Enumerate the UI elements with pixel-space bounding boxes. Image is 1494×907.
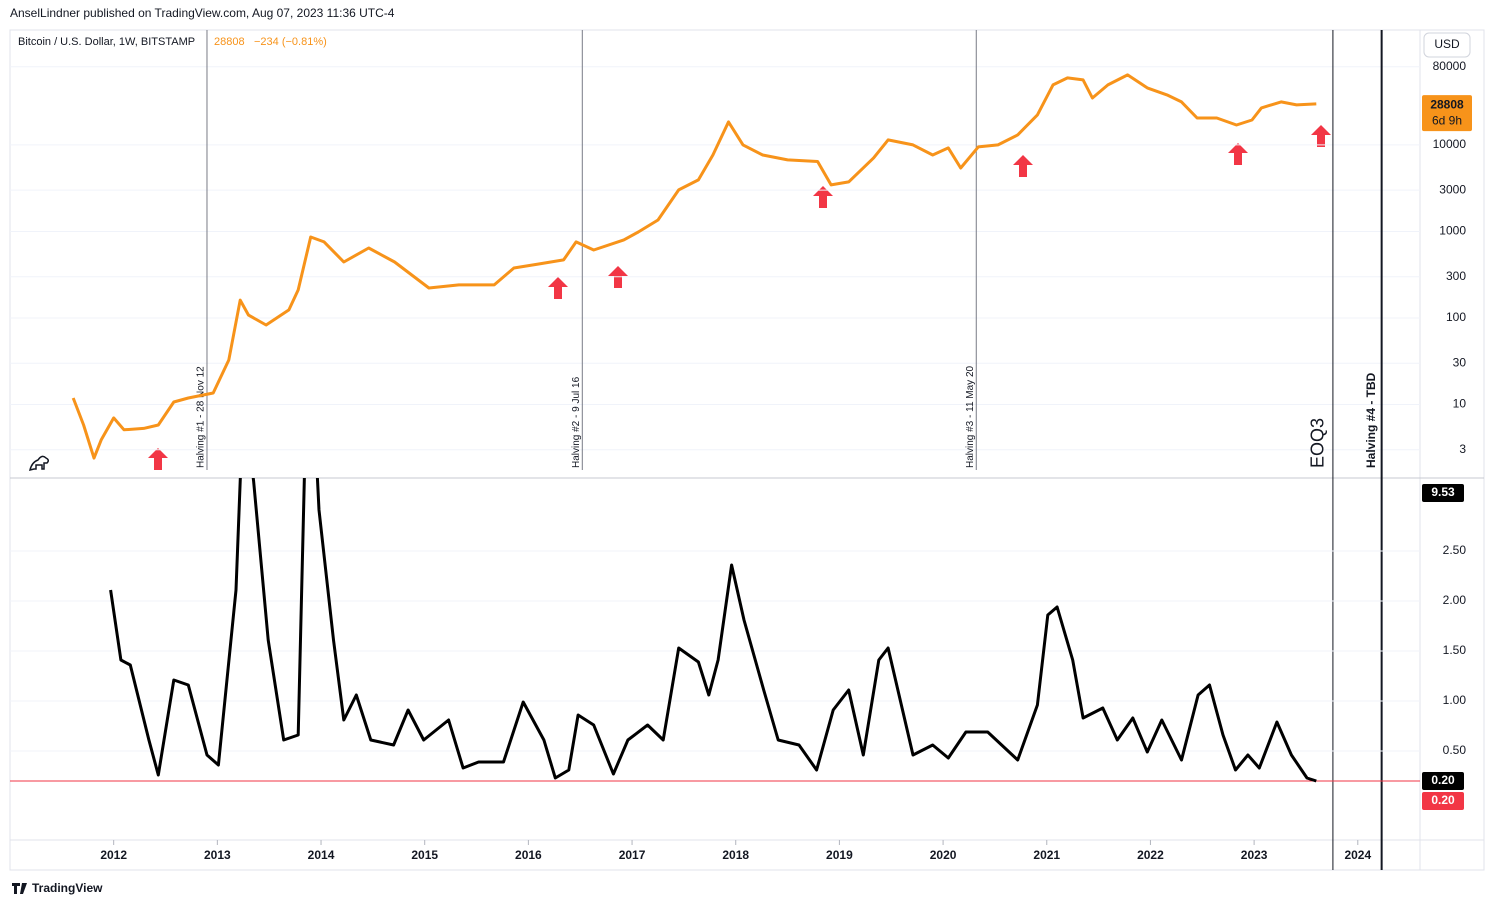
arrow-marker	[548, 277, 568, 299]
max-tag-label: 9.53	[1431, 485, 1455, 499]
y-tick-label: 3	[1459, 442, 1466, 456]
last-value-label: 0.20	[1431, 773, 1455, 787]
arrow-marker	[1013, 155, 1033, 177]
y-tick-label: 300	[1446, 269, 1466, 283]
price-tag	[1422, 95, 1472, 132]
y-tick-label: 1.50	[1443, 643, 1467, 657]
x-tick-label: 2023	[1241, 848, 1268, 862]
price-tag-countdown: 6d 9h	[1432, 113, 1462, 127]
y-tick-label: 3000	[1439, 182, 1466, 196]
legend-price: 28808	[214, 36, 245, 48]
price-tag-value: 28808	[1430, 97, 1464, 111]
hline-tag	[1422, 792, 1464, 810]
arrow-marker	[148, 448, 168, 470]
vertical-line-label: Halving #4 - TBD	[1364, 372, 1378, 468]
x-tick-label: 2014	[308, 848, 335, 862]
logo-icon	[28, 455, 50, 472]
arrow-markers	[148, 125, 1331, 470]
y-tick-label: 0.50	[1443, 743, 1467, 757]
x-tick-label: 2019	[826, 848, 853, 862]
max-tag	[1422, 484, 1464, 502]
footer-logo	[12, 883, 27, 894]
y-tick-label: 2.50	[1443, 543, 1467, 557]
x-tick-label: 2024	[1344, 848, 1371, 862]
x-tick-label: 2021	[1033, 848, 1060, 862]
x-tick-label: 2018	[722, 848, 749, 862]
y-tick-label: 2.00	[1443, 593, 1467, 607]
currency[interactable]: USD	[1434, 37, 1460, 51]
x-tick-label: 2015	[411, 848, 438, 862]
vertical-line-label: Halving #3 - 11 May 20	[965, 365, 976, 468]
legend-change: −234 (−0.81%)	[254, 36, 327, 48]
arrow-marker	[1311, 125, 1331, 147]
y-tick-label: 10000	[1433, 137, 1467, 151]
last-value-tag	[1422, 772, 1464, 790]
x-tick-label: 2012	[100, 848, 127, 862]
publisher: AnselLindner published on TradingView.co…	[10, 6, 395, 20]
series-line	[109, 478, 1317, 783]
series-line	[71, 73, 1317, 460]
x-tick-label: 2016	[515, 848, 542, 862]
y-tick-label: 30	[1453, 355, 1467, 369]
x-tick-label: 2020	[930, 848, 957, 862]
x-tick-label: 2013	[204, 848, 231, 862]
vertical-line-label: Halving #2 - 9 Jul 16	[571, 376, 582, 468]
x-tick-label: 2017	[619, 848, 646, 862]
y-tick-label: 1.00	[1443, 693, 1467, 707]
series-group	[109, 478, 1317, 783]
series-group	[71, 73, 1317, 460]
arrow-marker	[813, 186, 833, 208]
hline-label: 0.20	[1431, 793, 1455, 807]
y-tick-label: 100	[1446, 310, 1466, 324]
x-tick-label: 2022	[1137, 848, 1164, 862]
currency-button[interactable]	[1423, 32, 1471, 58]
footer: TradingView	[32, 881, 103, 895]
symbol-title: Bitcoin / U.S. Dollar, 1W, BITSTAMP	[18, 36, 195, 48]
y-tick-label: 10	[1453, 397, 1467, 411]
y-tick-label: 1000	[1439, 224, 1466, 238]
vertical-line-label: Halving #1 - 28 Nov 12	[196, 366, 207, 468]
y-tick-label: 80000	[1433, 59, 1467, 73]
vertical-line-label: EOQ3	[1308, 418, 1328, 468]
arrow-marker	[1228, 143, 1248, 165]
